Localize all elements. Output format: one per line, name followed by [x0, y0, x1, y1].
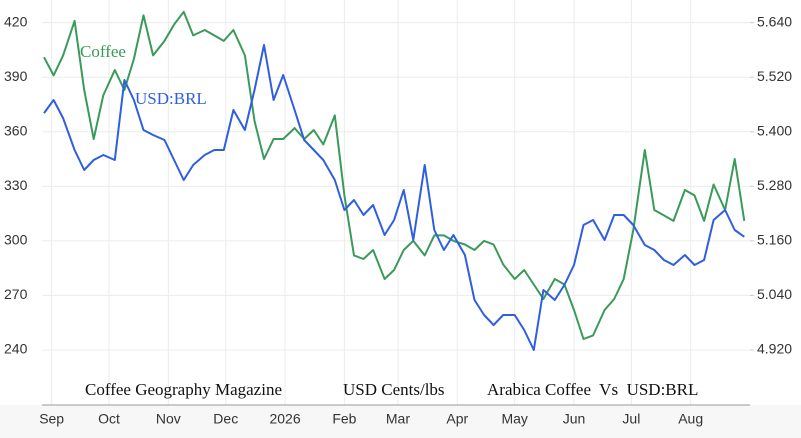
y2-tick-label: 5.520	[757, 68, 792, 84]
series-line	[43, 10, 746, 340]
y2-tick-label: 5.640	[757, 13, 792, 29]
y-tick-label: 420	[4, 13, 28, 29]
y-tick-label: 270	[4, 286, 28, 302]
x-tick-label: Apr	[446, 411, 468, 427]
x-tick-label: 2026	[269, 411, 300, 427]
y2-tick-label: 4.920	[757, 341, 792, 357]
x-tick-label: Feb	[332, 411, 356, 427]
x-tick-label: Dec	[213, 411, 238, 427]
x-tick-label: Jul	[622, 411, 640, 427]
series-label: USD:BRL	[135, 89, 207, 108]
grid	[42, 0, 754, 405]
x-tick-label: Sep	[39, 411, 64, 427]
x-tick-label: Jun	[563, 411, 586, 427]
y2-tick-label: 5.040	[757, 286, 792, 302]
y-tick-label: 240	[4, 341, 28, 357]
x-tick-label: May	[501, 411, 527, 427]
marks	[43, 10, 746, 351]
y-tick-label: 300	[4, 232, 28, 248]
y2-tick-label: 5.160	[757, 232, 792, 248]
annotation: Arabica Coffee Vs USD:BRL	[487, 380, 698, 399]
y2-tick-label: 5.400	[757, 122, 792, 138]
x-tick-label: Aug	[678, 411, 703, 427]
x-tick-label: Mar	[386, 411, 410, 427]
annotation: USD Cents/lbs	[343, 380, 445, 399]
x-tick-label: Nov	[156, 411, 181, 427]
y-tick-label: 330	[4, 177, 28, 193]
series-line	[43, 44, 745, 351]
annotation: Coffee Geography Magazine	[85, 380, 282, 399]
y2-tick-label: 5.280	[757, 177, 792, 193]
x-axis-band	[0, 405, 801, 438]
y-tick-label: 360	[4, 122, 28, 138]
y-tick-label: 390	[4, 68, 28, 84]
series-label: Coffee	[80, 42, 126, 61]
x-tick-label: Oct	[98, 411, 120, 427]
